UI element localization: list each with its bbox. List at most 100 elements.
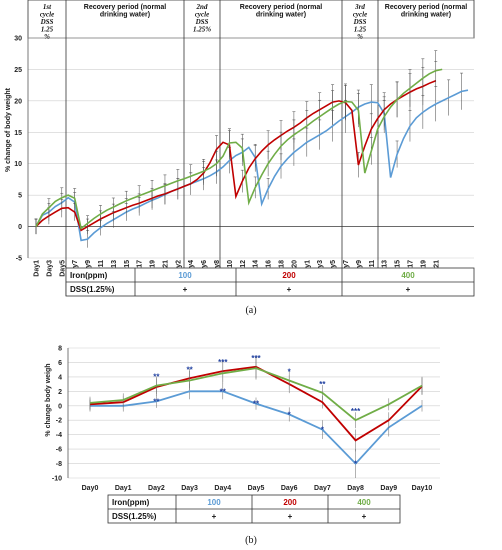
- panel-b-axes: 8 6 4 2 0 -2 -4 -6 -8 -10: [52, 346, 69, 483]
- x-tick-label: Day1: [115, 485, 132, 492]
- significance-mark: **: [220, 387, 227, 396]
- period-header-line: cycle: [195, 11, 209, 19]
- x-tick-label: Day10: [412, 485, 433, 492]
- x-tick-label: Day7: [314, 485, 331, 492]
- panel-a-caption: (a): [245, 305, 256, 316]
- panel-a-grid: [28, 37, 474, 259]
- panel-b-y-label: % change body weigh: [45, 363, 52, 436]
- period-header-line: %: [357, 33, 363, 41]
- table-dss-mark: +: [183, 285, 188, 294]
- y-tick-label: -10: [52, 476, 62, 483]
- series-line-400: [89, 367, 423, 422]
- y-tick-label: 8: [58, 346, 62, 353]
- significance-mark: **: [153, 373, 160, 382]
- significance-mark: *: [354, 460, 358, 469]
- y-tick-label: 6: [58, 360, 62, 367]
- period-header-line: DSS: [195, 18, 209, 26]
- significance-mark: *: [321, 426, 325, 435]
- significance-mark: ***: [351, 407, 361, 416]
- panel-b-significance-marks: *************************: [153, 354, 361, 469]
- x-tick-label: Day1: [34, 260, 41, 277]
- period-header-line: 1.25: [354, 26, 367, 34]
- y-tick-label: 4: [58, 374, 62, 381]
- series-400: [89, 356, 423, 429]
- x-tick-label: Day0: [82, 485, 99, 492]
- period-header-line: Recovery period (normal: [240, 4, 323, 11]
- period-header-line: cycle: [353, 11, 367, 19]
- period-header-line: 2nd: [196, 3, 208, 11]
- panel-b-series: [89, 355, 423, 478]
- period-header-line: 3rd: [354, 3, 365, 11]
- panel-b-x-ticks: Day0 Day1 Day2 Day3 Day4 Day5 Day6 Day7 Day8 Day9…: [82, 485, 433, 492]
- period-header-line: 1.25%: [193, 26, 211, 34]
- table-dss-mark: +: [288, 512, 293, 521]
- table-row-label-iron: Iron(ppm): [70, 271, 108, 280]
- series-line-200: [35, 79, 437, 232]
- y-tick-label: -8: [56, 461, 62, 468]
- panel-a-y-label: % change of body weight: [5, 87, 12, 172]
- table-iron-value: 400: [357, 498, 371, 507]
- table-iron-value: 200: [282, 271, 296, 280]
- table-iron-value: 200: [283, 498, 297, 507]
- x-tick-label: Day3: [181, 485, 198, 492]
- panel-b-treatment-table: Iron(ppm) DSS(1.25%) 100 +200 +400 +: [107, 494, 401, 524]
- series-line-400: [35, 68, 443, 230]
- period-header-line: Recovery period (normal: [84, 4, 167, 11]
- panel-a-treatment-table: Iron(ppm) DSS(1.25%) 100 +200 +400 +: [65, 267, 475, 297]
- significance-mark: **: [253, 400, 260, 409]
- table-dss-mark: +: [212, 512, 217, 521]
- y-tick-label: -5: [16, 256, 22, 263]
- table-dss-mark: +: [362, 512, 367, 521]
- x-tick-label: Day4: [214, 485, 231, 492]
- period-header-box: [27, 0, 475, 39]
- y-tick-label: 2: [58, 389, 62, 396]
- panel-a-series: [34, 50, 469, 248]
- period-header-line: 1.25: [41, 26, 54, 34]
- x-tick-label: Day6: [281, 485, 298, 492]
- y-tick-label: 5: [18, 193, 22, 200]
- series-200: [34, 61, 438, 235]
- x-tick-label: Day5: [59, 260, 66, 277]
- table-dss-mark: +: [287, 285, 292, 294]
- period-header-line: drinking water): [401, 12, 451, 19]
- significance-mark: *: [288, 368, 292, 377]
- y-tick-label: -4: [56, 432, 62, 439]
- x-tick-label: Day2: [148, 485, 165, 492]
- table-row-label-dss: DSS(1.25%): [112, 512, 157, 521]
- significance-mark: ***: [218, 358, 228, 367]
- y-tick-label: -2: [56, 418, 62, 425]
- table-iron-value: 400: [401, 271, 415, 280]
- significance-mark: *: [288, 410, 292, 419]
- y-tick-label: 25: [14, 67, 22, 74]
- period-header-line: drinking water): [100, 12, 150, 19]
- y-tick-label: 20: [14, 98, 22, 105]
- period-header-line: DSS: [353, 18, 367, 26]
- series-400: [34, 50, 443, 235]
- period-dividers: [65, 0, 379, 296]
- x-tick-label: Day3: [46, 260, 53, 277]
- series-line-100: [35, 89, 469, 242]
- period-header-line: DSS: [40, 18, 54, 26]
- y-tick-label: 15: [14, 130, 22, 137]
- y-tick-label: 30: [14, 36, 22, 43]
- panel-b-caption: (b): [245, 535, 257, 546]
- significance-mark: **: [319, 380, 326, 389]
- table-row-label-dss: DSS(1.25%): [70, 285, 115, 294]
- table-iron-value: 100: [207, 498, 221, 507]
- x-tick-label: Day5: [248, 485, 265, 492]
- significance-mark: ***: [251, 354, 261, 363]
- y-tick-label: 0: [58, 403, 62, 410]
- x-tick-label: Day9: [380, 485, 397, 492]
- period-header-line: Recovery period (normal: [385, 4, 468, 11]
- series-100: [34, 72, 469, 248]
